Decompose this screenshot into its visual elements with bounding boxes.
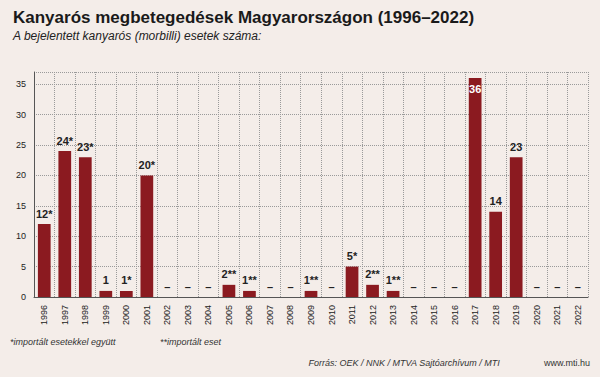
svg-text:2013: 2013	[388, 305, 398, 325]
svg-text:1**: 1**	[304, 274, 319, 286]
svg-text:2014: 2014	[409, 305, 419, 325]
svg-text:1999: 1999	[101, 305, 111, 325]
svg-text:1997: 1997	[60, 305, 70, 325]
svg-text:2011: 2011	[347, 305, 357, 324]
svg-text:Forrás: OEK / NNK / MTVA Sajtó: Forrás: OEK / NNK / MTVA Sajtóarchívum /…	[308, 358, 500, 368]
svg-text:30: 30	[16, 110, 26, 120]
svg-text:2005: 2005	[224, 305, 234, 325]
svg-text:2003: 2003	[183, 305, 193, 325]
svg-text:1: 1	[103, 274, 109, 286]
svg-text:1996: 1996	[39, 305, 49, 325]
svg-text:12*: 12*	[36, 208, 53, 220]
svg-text:–: –	[328, 281, 334, 293]
svg-text:www.mti.hu: www.mti.hu	[543, 358, 590, 368]
svg-text:2017: 2017	[470, 305, 480, 325]
svg-text:A bejelentett kanyarós (morbil: A bejelentett kanyarós (morbilli) esetek…	[12, 29, 261, 43]
svg-text:2002: 2002	[162, 305, 172, 325]
svg-text:25: 25	[16, 140, 26, 150]
svg-text:36: 36	[469, 83, 481, 95]
svg-text:2016: 2016	[450, 305, 460, 325]
svg-text:2000: 2000	[121, 305, 131, 325]
svg-text:2001: 2001	[142, 305, 152, 325]
svg-text:–: –	[287, 281, 293, 293]
svg-text:–: –	[164, 281, 170, 293]
svg-text:*importált esetekkel együtt: *importált esetekkel együtt	[10, 337, 116, 347]
svg-text:–: –	[575, 281, 581, 293]
svg-text:0: 0	[21, 292, 26, 302]
svg-text:20*: 20*	[139, 159, 156, 171]
svg-text:1998: 1998	[80, 305, 90, 325]
svg-text:23: 23	[510, 141, 522, 153]
svg-text:–: –	[185, 281, 191, 293]
svg-text:35: 35	[16, 79, 26, 89]
svg-text:2022: 2022	[573, 305, 583, 325]
svg-text:2**: 2**	[365, 268, 380, 280]
svg-text:2020: 2020	[532, 305, 542, 325]
svg-text:2015: 2015	[429, 305, 439, 325]
svg-text:–: –	[205, 281, 211, 293]
svg-text:2012: 2012	[368, 305, 378, 325]
svg-text:2021: 2021	[552, 305, 562, 325]
svg-text:**importált eset: **importált eset	[160, 337, 222, 347]
svg-text:10: 10	[16, 231, 26, 241]
svg-text:2010: 2010	[327, 305, 337, 325]
svg-text:1*: 1*	[121, 274, 132, 286]
svg-text:24*: 24*	[57, 135, 74, 147]
svg-text:14: 14	[490, 195, 503, 207]
svg-text:2019: 2019	[511, 305, 521, 325]
svg-text:1**: 1**	[242, 274, 257, 286]
svg-text:2004: 2004	[203, 305, 213, 325]
svg-text:20: 20	[16, 170, 26, 180]
svg-text:Kanyarós megbetegedések Magyar: Kanyarós megbetegedések Magyarországon (…	[13, 8, 474, 27]
svg-text:2007: 2007	[265, 305, 275, 325]
svg-text:5: 5	[21, 262, 26, 272]
svg-text:1**: 1**	[386, 274, 401, 286]
svg-text:5*: 5*	[347, 250, 358, 262]
svg-text:–: –	[452, 281, 458, 293]
svg-text:23*: 23*	[77, 141, 94, 153]
svg-text:–: –	[554, 281, 560, 293]
svg-text:–: –	[411, 281, 417, 293]
svg-text:–: –	[431, 281, 437, 293]
svg-text:–: –	[534, 281, 540, 293]
svg-text:2**: 2**	[222, 268, 237, 280]
svg-text:2008: 2008	[285, 305, 295, 325]
svg-text:2018: 2018	[491, 305, 501, 325]
svg-text:15: 15	[16, 201, 26, 211]
svg-text:2009: 2009	[306, 305, 316, 325]
svg-text:–: –	[267, 281, 273, 293]
svg-text:2006: 2006	[244, 305, 254, 325]
